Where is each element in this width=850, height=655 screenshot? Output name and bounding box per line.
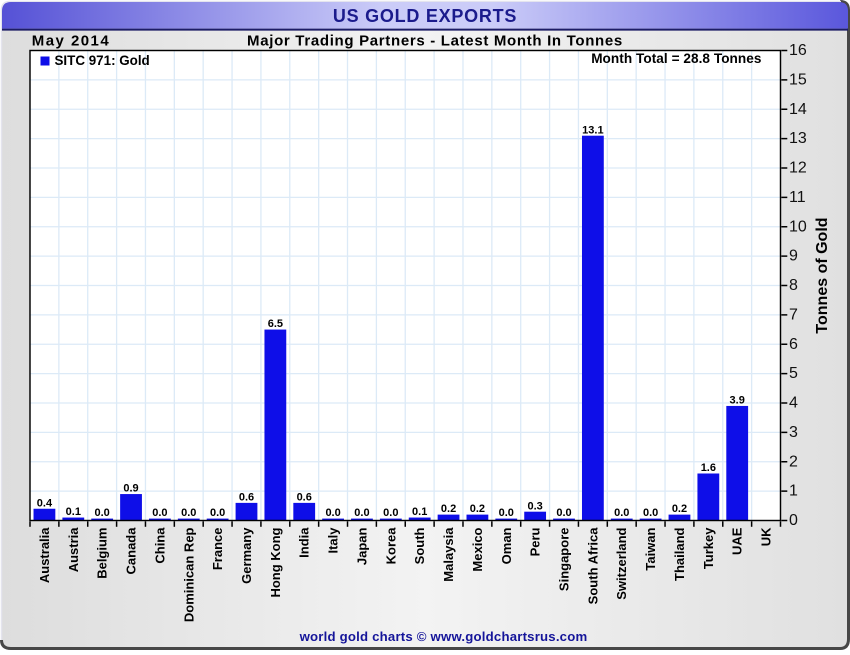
svg-text:3: 3 bbox=[789, 424, 798, 441]
svg-text:UAE: UAE bbox=[730, 527, 745, 555]
svg-text:6.5: 6.5 bbox=[268, 318, 283, 330]
svg-text:0.3: 0.3 bbox=[527, 500, 542, 512]
svg-text:China: China bbox=[152, 527, 167, 564]
svg-text:Germany: Germany bbox=[239, 527, 254, 584]
svg-text:France: France bbox=[210, 528, 225, 571]
svg-text:0: 0 bbox=[789, 512, 798, 529]
svg-text:12: 12 bbox=[789, 160, 807, 177]
svg-text:13: 13 bbox=[789, 130, 807, 147]
svg-text:Hong Kong: Hong Kong bbox=[268, 527, 283, 597]
svg-text:10: 10 bbox=[789, 218, 807, 235]
svg-text:Month Total = 28.8 Tonnes: Month Total = 28.8 Tonnes bbox=[591, 51, 761, 66]
svg-text:11: 11 bbox=[789, 189, 806, 206]
svg-text:0.1: 0.1 bbox=[412, 506, 427, 518]
svg-text:0.0: 0.0 bbox=[556, 507, 571, 519]
svg-text:Mexico: Mexico bbox=[470, 527, 485, 571]
svg-text:SITC 971: Gold: SITC 971: Gold bbox=[55, 53, 150, 68]
svg-text:Japan: Japan bbox=[354, 527, 369, 565]
svg-text:0.4: 0.4 bbox=[37, 497, 53, 509]
svg-text:Austria: Austria bbox=[66, 527, 81, 573]
svg-text:Peru: Peru bbox=[528, 527, 543, 556]
svg-text:1.6: 1.6 bbox=[701, 462, 716, 474]
svg-text:Dominican Rep: Dominican Rep bbox=[181, 527, 196, 622]
svg-text:Tonnes of Gold: Tonnes of Gold bbox=[814, 217, 831, 333]
svg-text:15: 15 bbox=[789, 71, 807, 88]
svg-text:0.1: 0.1 bbox=[66, 506, 81, 518]
svg-text:0.0: 0.0 bbox=[383, 507, 398, 519]
svg-text:5: 5 bbox=[789, 365, 798, 382]
svg-text:0.0: 0.0 bbox=[181, 507, 196, 519]
svg-text:world gold charts © www.goldch: world gold charts © www.goldchartsrus.co… bbox=[299, 629, 588, 644]
svg-text:2: 2 bbox=[789, 453, 798, 470]
svg-text:0.2: 0.2 bbox=[672, 503, 687, 515]
svg-text:0.0: 0.0 bbox=[325, 507, 340, 519]
svg-text:0.2: 0.2 bbox=[441, 503, 456, 515]
svg-text:8: 8 bbox=[789, 277, 798, 294]
svg-text:Italy: Italy bbox=[326, 527, 341, 554]
svg-text:4: 4 bbox=[789, 395, 798, 412]
svg-text:0.0: 0.0 bbox=[614, 507, 629, 519]
svg-text:16: 16 bbox=[789, 42, 807, 59]
svg-text:1: 1 bbox=[789, 483, 798, 500]
svg-text:South: South bbox=[412, 527, 427, 564]
svg-text:0.9: 0.9 bbox=[123, 483, 138, 495]
svg-text:0.6: 0.6 bbox=[239, 491, 254, 503]
svg-text:0.0: 0.0 bbox=[210, 507, 225, 519]
svg-text:Thailand: Thailand bbox=[672, 527, 687, 581]
svg-text:13.1: 13.1 bbox=[582, 124, 603, 136]
svg-text:0.0: 0.0 bbox=[499, 507, 514, 519]
svg-text:6: 6 bbox=[789, 336, 798, 353]
svg-text:Belgium: Belgium bbox=[95, 528, 110, 579]
svg-text:UK: UK bbox=[759, 527, 774, 546]
svg-text:US GOLD EXPORTS: US GOLD EXPORTS bbox=[333, 6, 517, 26]
svg-text:Turkey: Turkey bbox=[701, 527, 716, 569]
svg-text:0.6: 0.6 bbox=[297, 491, 312, 503]
svg-text:Korea: Korea bbox=[383, 527, 398, 565]
svg-text:Australia: Australia bbox=[37, 527, 52, 583]
svg-text:May 2014: May 2014 bbox=[32, 33, 110, 50]
svg-text:Singapore: Singapore bbox=[557, 528, 572, 592]
svg-text:Taiwan: Taiwan bbox=[643, 527, 658, 570]
svg-text:South Africa: South Africa bbox=[585, 527, 600, 605]
svg-text:Malaysia: Malaysia bbox=[441, 527, 456, 582]
svg-text:Canada: Canada bbox=[124, 527, 139, 575]
svg-text:0.0: 0.0 bbox=[643, 507, 658, 519]
svg-text:9: 9 bbox=[789, 248, 798, 265]
svg-text:3.9: 3.9 bbox=[730, 395, 745, 407]
svg-text:14: 14 bbox=[789, 101, 807, 118]
svg-text:0.0: 0.0 bbox=[152, 507, 167, 519]
svg-text:0.2: 0.2 bbox=[470, 503, 485, 515]
svg-text:0.0: 0.0 bbox=[95, 507, 110, 519]
svg-text:Oman: Oman bbox=[499, 527, 514, 564]
svg-text:7: 7 bbox=[789, 306, 798, 323]
svg-text:0.0: 0.0 bbox=[354, 507, 369, 519]
svg-text:Major Trading Partners - Lates: Major Trading Partners - Latest Month In… bbox=[247, 33, 623, 50]
svg-text:India: India bbox=[297, 527, 312, 558]
svg-text:Switzerland: Switzerland bbox=[614, 527, 629, 599]
